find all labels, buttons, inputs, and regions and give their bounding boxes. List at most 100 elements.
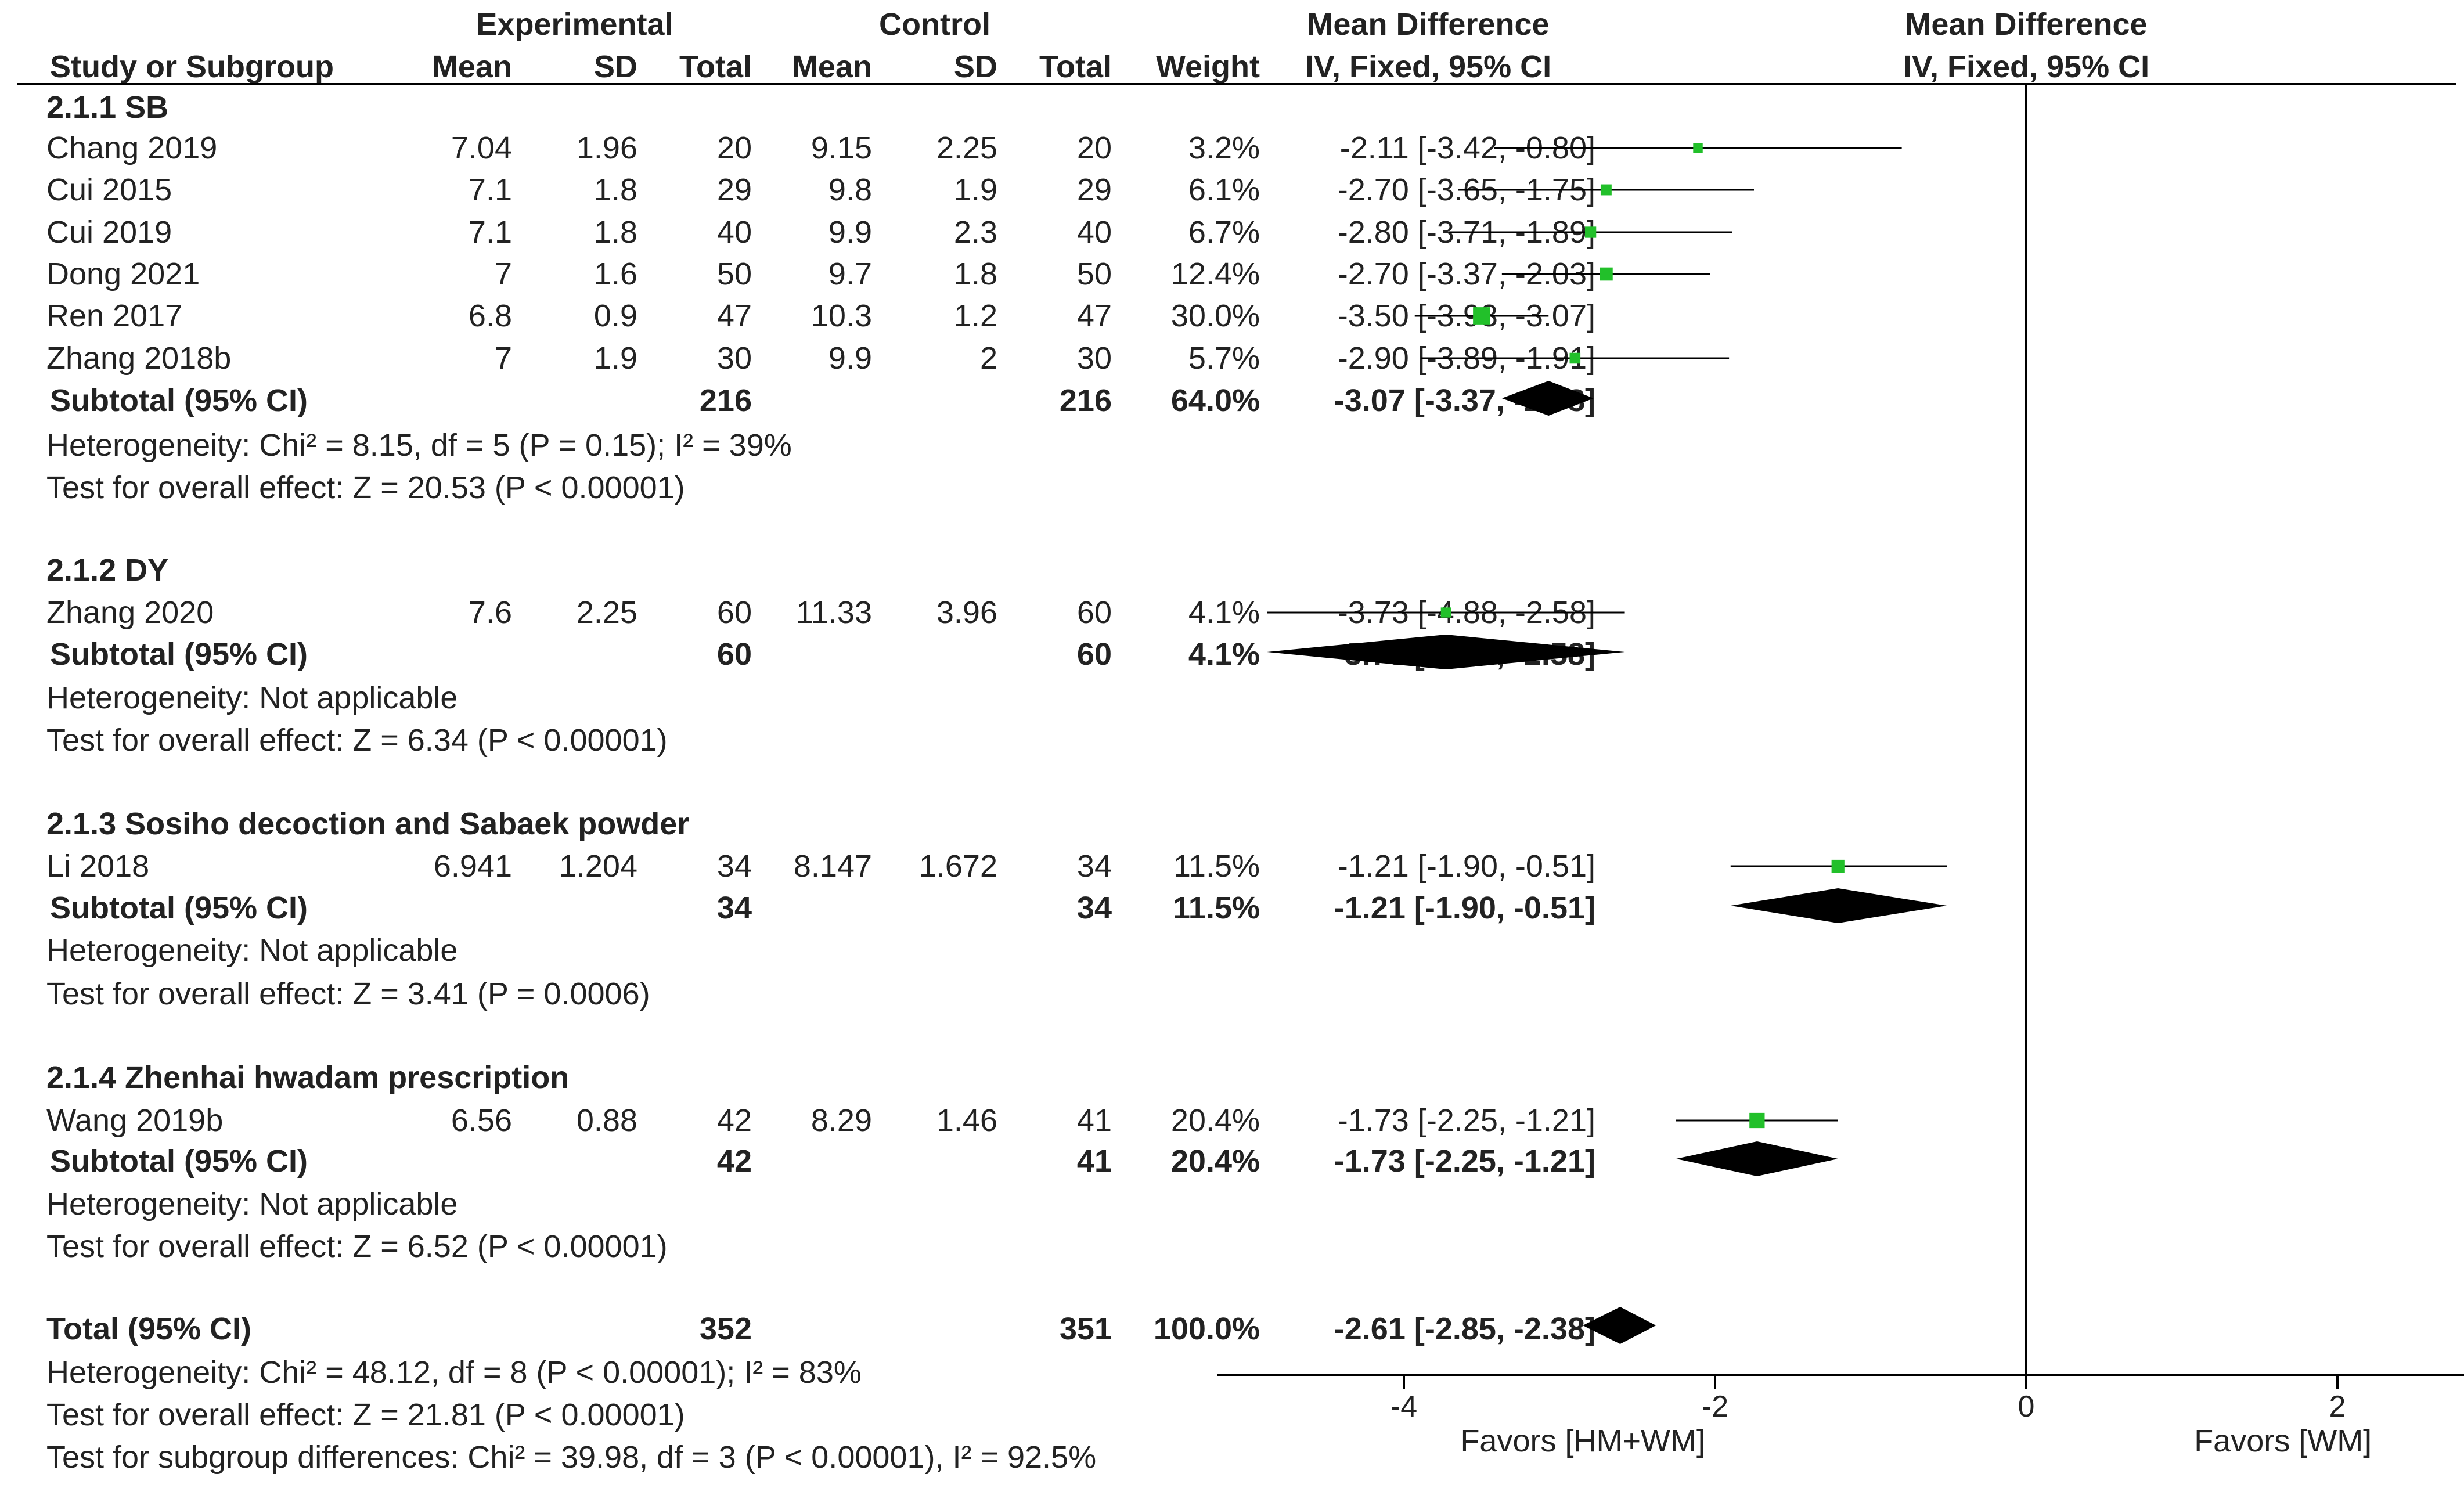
overall-effect-text: Test for overall effect: Z = 20.53 (P < … <box>46 470 685 505</box>
subtotal-ci: -1.21 [-1.90, -0.51] <box>1334 891 1595 925</box>
exp-sd: 1.9 <box>594 341 637 376</box>
exp-total: 60 <box>717 595 752 630</box>
total-ctrl-total: 351 <box>1060 1312 1112 1346</box>
study-marker <box>1749 1112 1765 1129</box>
exp-sd: 2.25 <box>577 595 637 630</box>
study-name: Li 2018 <box>46 849 149 884</box>
weight: 5.7% <box>1188 341 1260 376</box>
ctrl-mean: 9.7 <box>828 257 872 291</box>
header-method: IV, Fixed, 95% CI <box>1305 49 1551 84</box>
exp-mean: 7.1 <box>469 215 512 250</box>
exp-total: 42 <box>717 1103 752 1138</box>
heterogeneity-text: Heterogeneity: Chi² = 8.15, df = 5 (P = … <box>46 428 792 463</box>
study-marker <box>1693 143 1703 153</box>
heterogeneity-text: Heterogeneity: Not applicable <box>46 1187 458 1222</box>
exp-sd: 0.9 <box>594 298 637 333</box>
footer-stat: Test for subgroup differences: Chi² = 39… <box>46 1440 1096 1475</box>
weight: 12.4% <box>1171 257 1260 291</box>
exp-total: 47 <box>717 298 752 333</box>
header-ctrl-sd: SD <box>954 49 997 84</box>
subtotal-ctrl-total: 41 <box>1077 1144 1112 1179</box>
exp-total: 30 <box>717 341 752 376</box>
ctrl-total: 50 <box>1077 257 1112 291</box>
exp-total: 29 <box>717 172 752 207</box>
subgroup-heading: 2.1.3 Sosiho decoction and Sabaek powder <box>46 806 689 841</box>
header-exp-mean: Mean <box>432 49 512 84</box>
subtotal-diamond <box>1730 888 1947 923</box>
ctrl-mean: 8.147 <box>794 849 872 884</box>
subtotal-ctrl-total: 60 <box>1077 637 1112 672</box>
study-marker <box>1473 307 1490 325</box>
subtotal-label: Subtotal (95% CI) <box>50 1144 308 1179</box>
total-label: Total (95% CI) <box>46 1312 251 1346</box>
overall-effect-text: Test for overall effect: Z = 3.41 (P = 0… <box>46 977 650 1011</box>
header-ctrl-mean: Mean <box>792 49 872 84</box>
exp-mean: 7.1 <box>469 172 512 207</box>
ctrl-total: 47 <box>1077 298 1112 333</box>
ctrl-mean: 11.33 <box>796 595 872 630</box>
study-marker <box>1831 859 1845 873</box>
ctrl-sd: 1.9 <box>954 172 997 207</box>
exp-sd: 1.204 <box>559 849 637 884</box>
exp-mean: 7.6 <box>469 595 512 630</box>
header-study: Study or Subgroup <box>50 49 334 84</box>
ctrl-sd: 1.46 <box>936 1103 997 1138</box>
ctrl-sd: 1.672 <box>919 849 997 884</box>
footer-stat: Test for overall effect: Z = 21.81 (P < … <box>46 1397 685 1432</box>
study-name: Wang 2019b <box>46 1103 223 1138</box>
exp-mean: 7 <box>495 341 512 376</box>
total-exp-total: 352 <box>700 1312 752 1346</box>
favors-left-label: Favors [HM+WM] <box>1460 1424 1705 1458</box>
total-diamond <box>1583 1307 1656 1344</box>
exp-mean: 6.8 <box>469 298 512 333</box>
favors-right-label: Favors [WM] <box>2194 1424 2372 1458</box>
total-ci: -2.61 [-2.85, -2.38] <box>1334 1312 1595 1346</box>
header-mean-difference: Mean Difference <box>1307 7 1549 42</box>
study-marker <box>1569 352 1581 364</box>
study-name: Chang 2019 <box>46 131 217 165</box>
mean-difference-ci: -1.21 [-1.90, -0.51] <box>1338 849 1595 884</box>
x-tick-label: -2 <box>1702 1390 1728 1424</box>
heterogeneity-text: Heterogeneity: Not applicable <box>46 933 458 968</box>
exp-total: 50 <box>717 257 752 291</box>
subgroup-heading: 2.1.2 DY <box>46 553 168 588</box>
ctrl-mean: 9.8 <box>828 172 872 207</box>
ctrl-mean: 9.9 <box>828 341 872 376</box>
ctrl-mean: 9.15 <box>811 131 872 165</box>
ctrl-mean: 10.3 <box>811 298 872 333</box>
subgroup-heading: 2.1.1 SB <box>46 90 168 125</box>
subtotal-diamond <box>1676 1141 1838 1176</box>
heterogeneity-text: Heterogeneity: Not applicable <box>46 680 458 715</box>
exp-total: 40 <box>717 215 752 250</box>
ctrl-sd: 1.8 <box>954 257 997 291</box>
subtotal-label: Subtotal (95% CI) <box>50 637 308 672</box>
ctrl-total: 41 <box>1077 1103 1112 1138</box>
subtotal-label: Subtotal (95% CI) <box>50 891 308 925</box>
subtotal-exp-total: 34 <box>717 891 752 925</box>
x-tick-label: -4 <box>1390 1390 1417 1424</box>
x-tick-label: 2 <box>2329 1390 2346 1424</box>
exp-total: 34 <box>717 849 752 884</box>
study-marker <box>1584 226 1597 238</box>
header-control: Control <box>879 7 990 42</box>
ctrl-total: 40 <box>1077 215 1112 250</box>
overall-effect-text: Test for overall effect: Z = 6.52 (P < 0… <box>46 1229 668 1264</box>
subgroup-heading: 2.1.4 Zhenhai hwadam prescription <box>46 1060 569 1095</box>
exp-mean: 6.56 <box>451 1103 512 1138</box>
weight: 3.2% <box>1188 131 1260 165</box>
ctrl-total: 20 <box>1077 131 1112 165</box>
ctrl-mean: 8.29 <box>811 1103 872 1138</box>
ctrl-sd: 2 <box>980 341 997 376</box>
subtotal-weight: 64.0% <box>1171 383 1260 418</box>
header-mean-difference-plot: Mean Difference <box>1905 7 2147 42</box>
subtotal-diamond <box>1267 635 1625 669</box>
exp-sd: 1.96 <box>577 131 637 165</box>
subtotal-ctrl-total: 34 <box>1077 891 1112 925</box>
exp-sd: 1.8 <box>594 172 637 207</box>
ctrl-total: 34 <box>1077 849 1112 884</box>
ctrl-sd: 3.96 <box>936 595 997 630</box>
exp-sd: 0.88 <box>577 1103 637 1138</box>
overall-effect-text: Test for overall effect: Z = 6.34 (P < 0… <box>46 723 668 758</box>
study-name: Zhang 2018b <box>46 341 231 376</box>
